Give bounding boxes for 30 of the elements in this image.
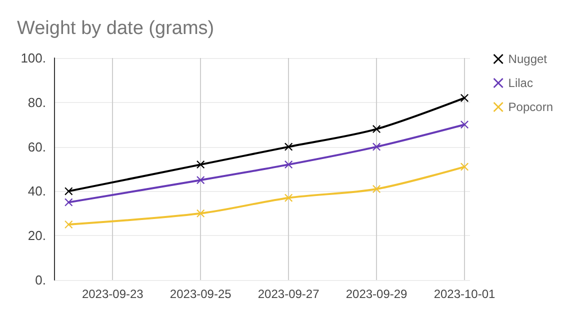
point <box>196 160 205 169</box>
legend-label: Nugget <box>508 52 548 66</box>
chart-title: Weight by date (grams) <box>17 18 214 39</box>
point <box>372 125 381 134</box>
y-tick-label: 100. <box>20 50 46 66</box>
point <box>372 142 381 151</box>
x-tick-label: 2023-09-27 <box>258 287 320 301</box>
point <box>284 160 293 169</box>
point <box>64 187 73 196</box>
point <box>284 194 293 202</box>
point <box>460 94 468 102</box>
y-tick-label: 0. <box>35 272 46 288</box>
x-tick-label: 2023-09-25 <box>170 287 232 301</box>
legend-label: Lilac <box>508 76 533 90</box>
y-tick-label: 80. <box>28 94 46 110</box>
point <box>284 142 293 151</box>
y-tick-label: 20. <box>28 228 46 244</box>
x-tick-label: 2023-09-23 <box>82 287 144 301</box>
point <box>64 220 73 228</box>
point <box>460 120 468 129</box>
point <box>460 162 468 171</box>
point <box>372 184 381 193</box>
legend-label: Popcorn <box>508 100 554 114</box>
x-tick-label: 2023-10-01 <box>434 287 496 301</box>
y-tick-label: 60. <box>28 139 46 154</box>
point <box>196 176 205 184</box>
y-tick-label: 40. <box>28 184 46 199</box>
point <box>196 209 205 218</box>
x-tick-label: 2023-09-29 <box>346 287 408 301</box>
point <box>64 198 73 206</box>
